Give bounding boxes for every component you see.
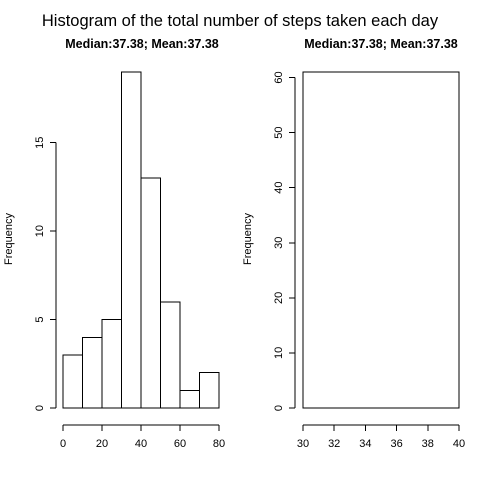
left-panel-subtitle: Median:37.38; Mean:37.38 (65, 37, 219, 51)
right-x-tick-label: 32 (328, 438, 340, 450)
left-histogram-panel: Median:37.38; Mean:37.38 Frequency 0 20 40… (3, 37, 225, 450)
left-histogram-bar (199, 372, 220, 409)
left-histogram-bar (101, 319, 122, 409)
right-y-tick-label: 10 (273, 347, 285, 359)
left-histogram-bar (140, 177, 161, 409)
right-y-tick-label: 20 (273, 292, 285, 304)
right-histogram-bar (302, 71, 460, 409)
right-histogram-panel: Median:37.38; Mean:37.38 Frequency 30 32 3… (242, 37, 465, 450)
right-x-tick-label: 38 (422, 438, 434, 450)
left-histogram-bar (160, 301, 181, 409)
left-histogram-bar (179, 389, 200, 409)
right-x-tick-label: 30 (297, 438, 309, 450)
left-y-tick-label: 10 (34, 225, 46, 237)
left-x-tick-label: 0 (60, 438, 66, 450)
left-histogram-bar (82, 336, 103, 409)
right-y-tick-label: 40 (273, 182, 285, 194)
left-x-tick-label: 80 (213, 438, 225, 450)
right-x-tick-label: 36 (390, 438, 402, 450)
right-y-tick-label: 0 (273, 405, 285, 411)
left-panel-y-axis-label: Frequency (3, 213, 15, 265)
left-x-tick-label: 40 (135, 438, 147, 450)
right-panel-y-axis-label: Frequency (242, 213, 254, 265)
left-y-tick-label: 15 (34, 137, 46, 149)
left-histogram-bar (62, 354, 83, 409)
left-x-tick-label: 20 (96, 438, 108, 450)
left-y-tick-label: 5 (34, 317, 46, 323)
left-x-tick-label: 60 (174, 438, 186, 450)
right-y-tick-label: 50 (273, 126, 285, 138)
right-panel-subtitle: Median:37.38; Mean:37.38 (304, 37, 458, 51)
right-x-tick-label: 34 (359, 438, 371, 450)
right-y-tick-label: 60 (273, 71, 285, 83)
right-y-tick-label: 30 (273, 237, 285, 249)
left-y-tick-label: 0 (34, 405, 46, 411)
right-x-tick-label: 40 (453, 438, 465, 450)
left-histogram-bar (121, 71, 142, 409)
figure-title: Histogram of the total number of steps t… (42, 12, 439, 30)
